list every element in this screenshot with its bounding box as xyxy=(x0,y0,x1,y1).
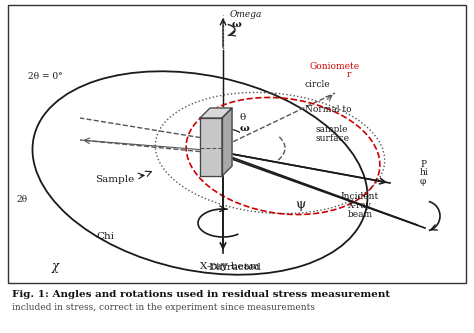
Text: Omega: Omega xyxy=(230,10,263,19)
Bar xyxy=(8,5,466,283)
Text: P: P xyxy=(420,160,426,169)
Text: Normal to: Normal to xyxy=(305,105,352,114)
Text: included in stress, correct in the experiment since measurements: included in stress, correct in the exper… xyxy=(12,303,315,312)
Text: circle: circle xyxy=(305,80,331,89)
Polygon shape xyxy=(200,108,232,118)
Text: Sample: Sample xyxy=(95,175,135,184)
Polygon shape xyxy=(222,108,232,176)
Text: Chi: Chi xyxy=(96,232,114,241)
Text: χ: χ xyxy=(52,260,59,273)
Text: Incident: Incident xyxy=(341,192,379,201)
Polygon shape xyxy=(200,118,222,176)
Text: surface: surface xyxy=(316,134,350,143)
Text: φ: φ xyxy=(420,177,426,186)
Text: beam: beam xyxy=(347,210,373,219)
Text: Goniomete: Goniomete xyxy=(310,62,360,71)
Text: ω: ω xyxy=(232,20,242,29)
Text: ψ: ψ xyxy=(295,198,305,211)
Text: sample: sample xyxy=(316,125,348,134)
Text: 2θ: 2θ xyxy=(16,195,27,204)
Text: 2θ = 0°: 2θ = 0° xyxy=(28,72,63,81)
Text: X-ray beam: X-ray beam xyxy=(200,262,260,271)
Text: X-ray: X-ray xyxy=(348,201,372,210)
Text: hi: hi xyxy=(420,168,429,177)
Text: Fig. 1: Angles and rotations used in residual stress measurement: Fig. 1: Angles and rotations used in res… xyxy=(12,290,390,299)
Text: ω: ω xyxy=(240,124,250,133)
Text: θ: θ xyxy=(240,113,246,122)
Text: r: r xyxy=(347,70,351,79)
Text: Diffracted: Diffracted xyxy=(209,263,262,272)
